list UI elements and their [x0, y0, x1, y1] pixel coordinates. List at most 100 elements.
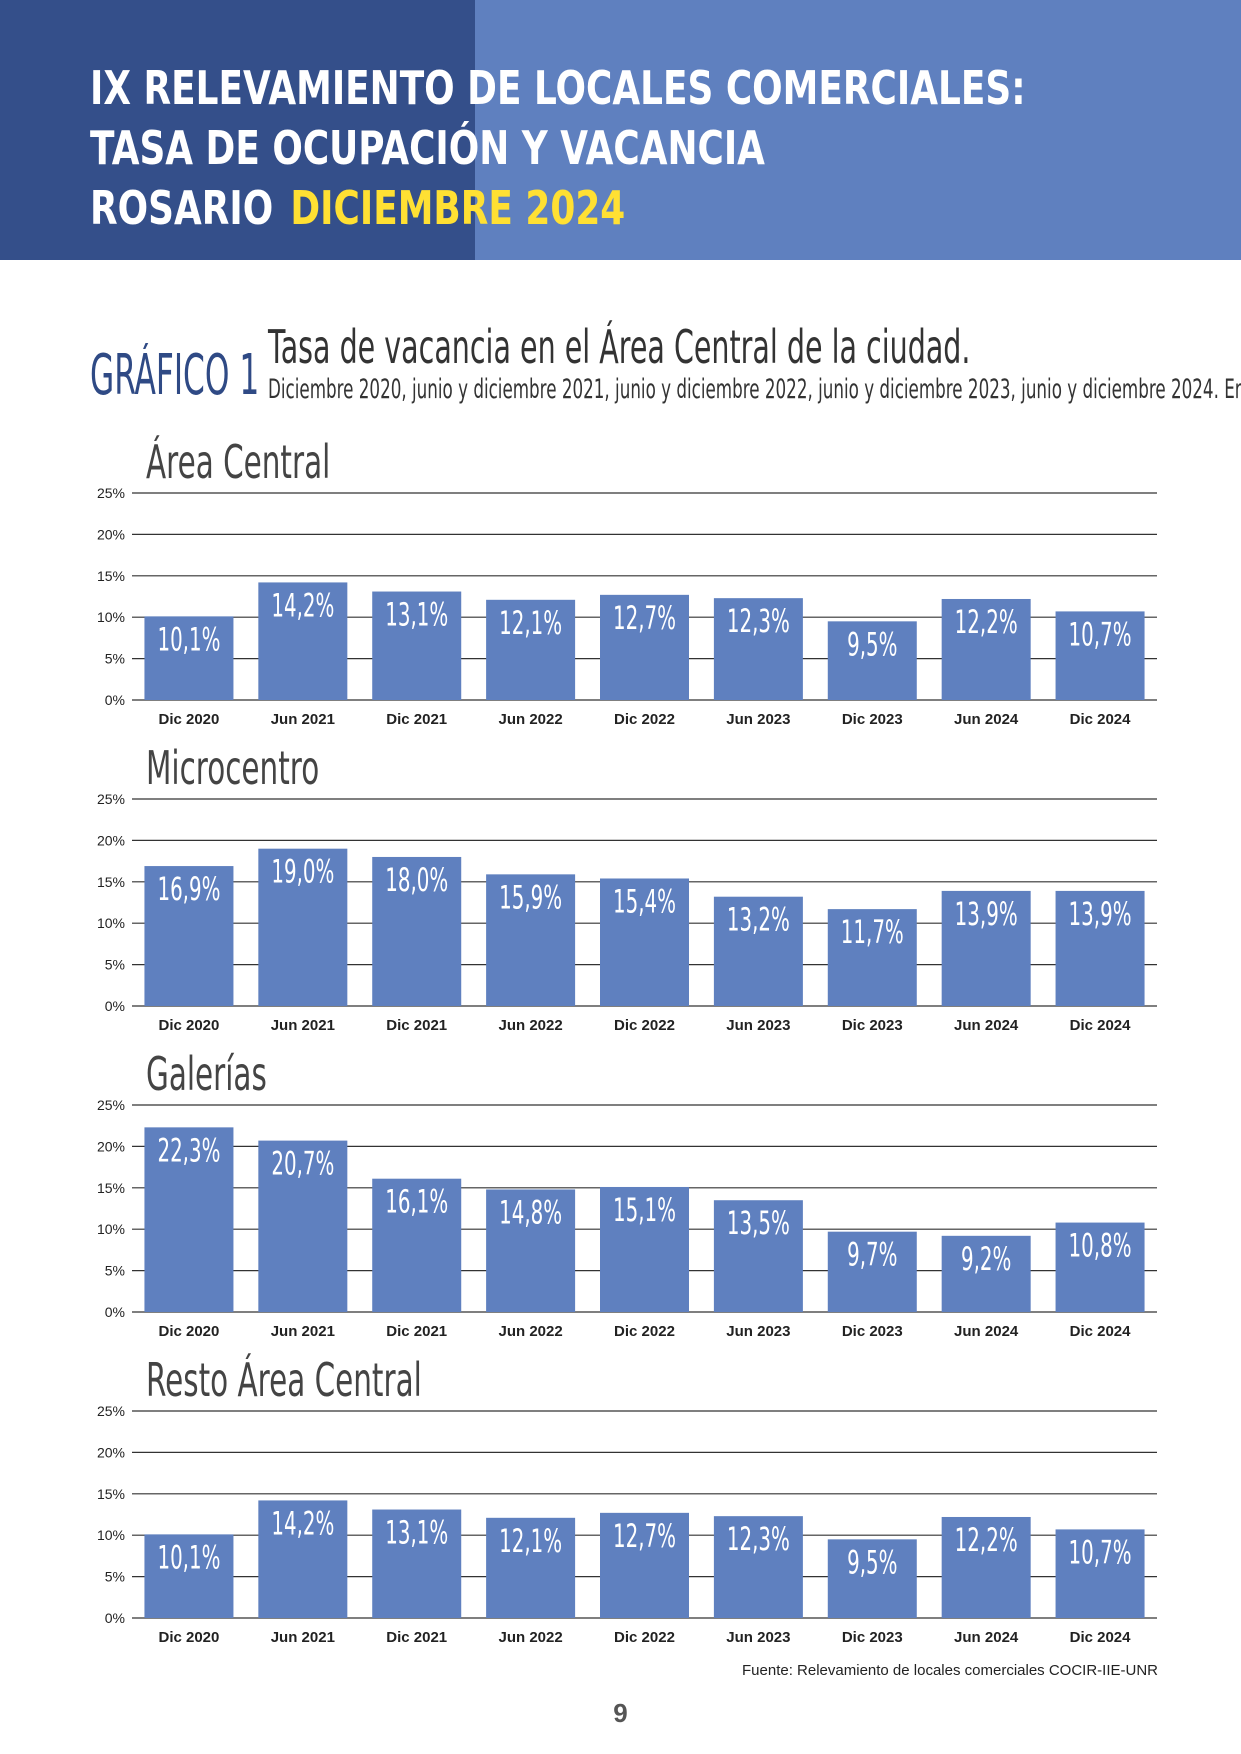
bar	[372, 856, 462, 1006]
data-label-group: 10,1%	[157, 622, 220, 659]
bar	[144, 866, 234, 1006]
data-label-group: 15,9%	[499, 880, 562, 917]
y-tick-label: 0%	[105, 1610, 125, 1626]
data-label-group: 12,7%	[613, 600, 676, 637]
data-label: 12,1%	[499, 605, 562, 642]
source-note: Fuente: Relevamiento de locales comercia…	[742, 1662, 1158, 1679]
data-label: 16,9%	[157, 871, 220, 908]
data-label: 13,2%	[727, 902, 790, 939]
x-tick-label: Dic 2023	[842, 1017, 903, 1034]
data-label: 12,3%	[727, 1521, 790, 1558]
data-label-group: 13,1%	[385, 1515, 448, 1552]
data-label: 15,9%	[499, 880, 562, 917]
data-label-group: 12,3%	[727, 603, 790, 640]
y-tick-label: 15%	[97, 1180, 125, 1196]
bar	[941, 1516, 1031, 1618]
x-tick-label: Dic 2021	[386, 1017, 447, 1034]
header-city: ROSARIO	[90, 181, 274, 235]
header-dark-panel	[0, 0, 475, 260]
y-tick-label: 0%	[105, 998, 125, 1014]
bar	[372, 1509, 462, 1618]
y-tick-label: 5%	[105, 1569, 125, 1585]
data-label-group: 12,1%	[499, 605, 562, 642]
x-tick-label: Jun 2022	[499, 1017, 563, 1034]
data-label-group: 13,5%	[727, 1205, 790, 1242]
x-tick-label: Dic 2022	[614, 1017, 675, 1034]
x-tick-label: Dic 2020	[158, 1629, 219, 1646]
data-label-group: 14,2%	[271, 1506, 334, 1543]
x-tick-label: Jun 2021	[271, 711, 335, 728]
x-tick-label: Dic 2022	[614, 711, 675, 728]
y-tick-label: 15%	[97, 568, 125, 584]
bar	[372, 591, 462, 700]
y-tick-label: 20%	[97, 1138, 125, 1154]
bar	[486, 1189, 576, 1312]
data-label: 14,2%	[271, 1506, 334, 1543]
data-label: 13,1%	[385, 1515, 448, 1552]
data-label-group: 14,2%	[271, 588, 334, 625]
data-label: 15,1%	[613, 1192, 676, 1229]
bar-chart-galerias: 0% 5% 10% 15% 20% 25% 22,3% Dic 2020 20,7% Jun 20…	[97, 1097, 1157, 1340]
x-tick-label: Dic 2022	[614, 1629, 675, 1646]
data-label-group: 12,1%	[499, 1523, 562, 1560]
x-tick-label: Dic 2020	[158, 1017, 219, 1034]
bar	[600, 1186, 689, 1312]
y-tick-label: 15%	[97, 874, 125, 890]
data-label: 12,2%	[955, 1522, 1018, 1559]
bar	[258, 1140, 348, 1312]
header-title-line-1: IX RELEVAMIENTO DE LOCALES COMERCIALES:	[90, 61, 1026, 115]
data-label: 9,2%	[961, 1241, 1011, 1278]
bar	[827, 1539, 917, 1618]
data-label: 12,7%	[613, 600, 676, 637]
data-label: 20,7%	[271, 1146, 334, 1183]
bar	[144, 1127, 234, 1312]
y-tick-label: 0%	[105, 1304, 125, 1320]
x-tick-label: Jun 2023	[726, 1629, 790, 1646]
data-label-group: 13,9%	[955, 896, 1018, 933]
x-tick-label: Jun 2024	[954, 1323, 1019, 1340]
y-tick-label: 25%	[97, 485, 125, 501]
data-label: 13,9%	[955, 896, 1018, 933]
data-label-group: 16,1%	[385, 1184, 448, 1221]
data-label-group: 22,3%	[157, 1133, 220, 1170]
bar	[713, 1200, 803, 1312]
y-tick-label: 20%	[97, 832, 125, 848]
chart-title: Galerías	[146, 1047, 267, 1101]
x-tick-label: Jun 2024	[954, 711, 1019, 728]
bar	[827, 1231, 917, 1312]
bar	[600, 878, 689, 1006]
data-label: 9,5%	[847, 1544, 897, 1581]
bar	[600, 594, 689, 700]
data-label: 12,2%	[955, 604, 1018, 641]
bar	[600, 1512, 689, 1618]
x-tick-label: Jun 2021	[271, 1017, 335, 1034]
y-tick-label: 25%	[97, 1403, 125, 1419]
data-label-group: 13,1%	[385, 597, 448, 634]
data-label: 18,0%	[385, 862, 448, 899]
data-label-group: 12,2%	[955, 1522, 1018, 1559]
bar-chart-area-central: 0% 5% 10% 15% 20% 25% 10,1% Dic 2020 14,2% Jun 20…	[97, 485, 1157, 728]
x-tick-label: Dic 2023	[842, 1323, 903, 1340]
x-tick-label: Jun 2023	[726, 1017, 790, 1034]
bar	[486, 874, 576, 1006]
data-label-group: 16,9%	[157, 871, 220, 908]
data-label-group: 12,7%	[613, 1518, 676, 1555]
x-tick-label: Dic 2023	[842, 1629, 903, 1646]
y-tick-label: 10%	[97, 1221, 125, 1237]
chart-title: Microcentro	[146, 741, 320, 795]
bar	[713, 598, 803, 700]
x-tick-label: Jun 2021	[271, 1629, 335, 1646]
data-label-group: 13,9%	[1069, 896, 1132, 933]
page-number: 9	[613, 1698, 628, 1728]
data-label-group: 15,4%	[613, 884, 676, 921]
y-tick-label: 15%	[97, 1486, 125, 1502]
y-tick-label: 25%	[97, 1097, 125, 1113]
x-tick-label: Jun 2023	[726, 711, 790, 728]
x-tick-label: Jun 2023	[726, 1323, 790, 1340]
y-tick-label: 5%	[105, 1263, 125, 1279]
bar	[1055, 1529, 1145, 1618]
data-label-group: 15,1%	[613, 1192, 676, 1229]
bar	[1055, 1222, 1145, 1312]
data-label-group: 11,7%	[841, 914, 904, 951]
y-tick-label: 25%	[97, 791, 125, 807]
